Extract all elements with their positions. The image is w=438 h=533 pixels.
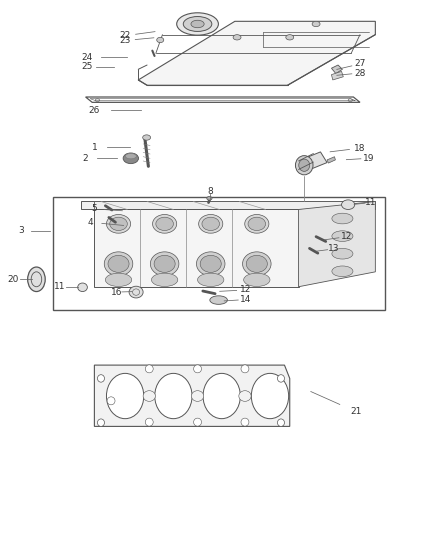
Ellipse shape (196, 252, 224, 276)
Text: 22: 22 (119, 31, 131, 40)
Text: 11: 11 (364, 198, 376, 207)
Ellipse shape (277, 419, 284, 426)
Text: 23: 23 (119, 36, 131, 45)
Ellipse shape (191, 391, 203, 401)
Ellipse shape (176, 13, 218, 35)
Ellipse shape (238, 391, 251, 401)
Ellipse shape (110, 217, 127, 231)
Ellipse shape (193, 418, 201, 426)
Polygon shape (94, 365, 289, 426)
Ellipse shape (341, 200, 354, 209)
Text: 8: 8 (206, 188, 212, 196)
Ellipse shape (206, 197, 212, 200)
Text: 25: 25 (81, 62, 92, 71)
Ellipse shape (240, 418, 248, 426)
Text: 18: 18 (353, 144, 365, 152)
Polygon shape (81, 201, 374, 209)
Polygon shape (94, 209, 298, 287)
Polygon shape (331, 71, 343, 80)
Text: 4: 4 (87, 218, 92, 227)
Ellipse shape (198, 215, 222, 233)
Text: 24: 24 (81, 53, 92, 61)
Text: 20: 20 (7, 275, 19, 284)
Ellipse shape (331, 213, 352, 224)
Ellipse shape (243, 273, 269, 287)
Text: 13: 13 (327, 245, 339, 253)
Text: 21: 21 (349, 407, 360, 416)
Ellipse shape (129, 286, 143, 298)
Ellipse shape (143, 391, 155, 401)
Ellipse shape (183, 17, 211, 31)
Ellipse shape (152, 215, 176, 233)
Text: 12: 12 (240, 286, 251, 294)
Ellipse shape (104, 252, 132, 276)
Ellipse shape (191, 20, 204, 28)
Text: 11: 11 (53, 282, 65, 291)
Ellipse shape (28, 267, 45, 292)
Bar (53, 197, 385, 310)
Ellipse shape (311, 21, 319, 27)
Ellipse shape (331, 248, 352, 259)
Ellipse shape (247, 217, 265, 231)
Text: 19: 19 (362, 154, 374, 163)
Ellipse shape (78, 283, 87, 292)
Text: 26: 26 (88, 106, 100, 115)
Ellipse shape (106, 215, 131, 233)
Text: 27: 27 (353, 60, 365, 68)
Ellipse shape (242, 252, 270, 276)
Ellipse shape (155, 217, 173, 231)
Ellipse shape (285, 35, 293, 40)
Text: 1: 1 (91, 143, 97, 151)
Polygon shape (138, 21, 374, 85)
Ellipse shape (331, 266, 352, 277)
Ellipse shape (197, 273, 223, 287)
Polygon shape (298, 201, 374, 287)
Ellipse shape (125, 154, 136, 159)
Ellipse shape (97, 419, 104, 426)
Ellipse shape (246, 255, 267, 272)
Ellipse shape (200, 255, 221, 272)
Ellipse shape (331, 231, 352, 241)
Ellipse shape (151, 273, 177, 287)
Ellipse shape (295, 156, 312, 175)
Ellipse shape (202, 373, 240, 419)
Text: 16: 16 (110, 288, 122, 296)
Ellipse shape (154, 255, 175, 272)
Ellipse shape (150, 252, 179, 276)
Ellipse shape (156, 37, 163, 43)
Text: 12: 12 (340, 232, 352, 241)
Polygon shape (326, 157, 335, 163)
Ellipse shape (154, 373, 192, 419)
Ellipse shape (209, 296, 227, 304)
Ellipse shape (193, 365, 201, 373)
Ellipse shape (240, 365, 248, 373)
Ellipse shape (142, 135, 150, 140)
Ellipse shape (233, 35, 240, 40)
Ellipse shape (108, 255, 129, 272)
Polygon shape (94, 201, 374, 209)
Text: 2: 2 (83, 154, 88, 163)
Text: 5: 5 (91, 205, 97, 213)
Ellipse shape (277, 375, 284, 382)
Ellipse shape (201, 217, 219, 231)
Ellipse shape (145, 418, 153, 426)
Ellipse shape (298, 159, 309, 172)
Text: 3: 3 (18, 227, 24, 235)
Ellipse shape (251, 373, 288, 419)
Ellipse shape (123, 153, 138, 164)
Ellipse shape (106, 373, 144, 419)
Polygon shape (300, 152, 326, 171)
Ellipse shape (105, 273, 131, 287)
Ellipse shape (107, 397, 115, 405)
Ellipse shape (97, 375, 104, 382)
Text: 28: 28 (353, 69, 365, 77)
Ellipse shape (244, 215, 268, 233)
Text: 14: 14 (240, 295, 251, 304)
Polygon shape (331, 65, 342, 74)
Ellipse shape (145, 365, 153, 373)
